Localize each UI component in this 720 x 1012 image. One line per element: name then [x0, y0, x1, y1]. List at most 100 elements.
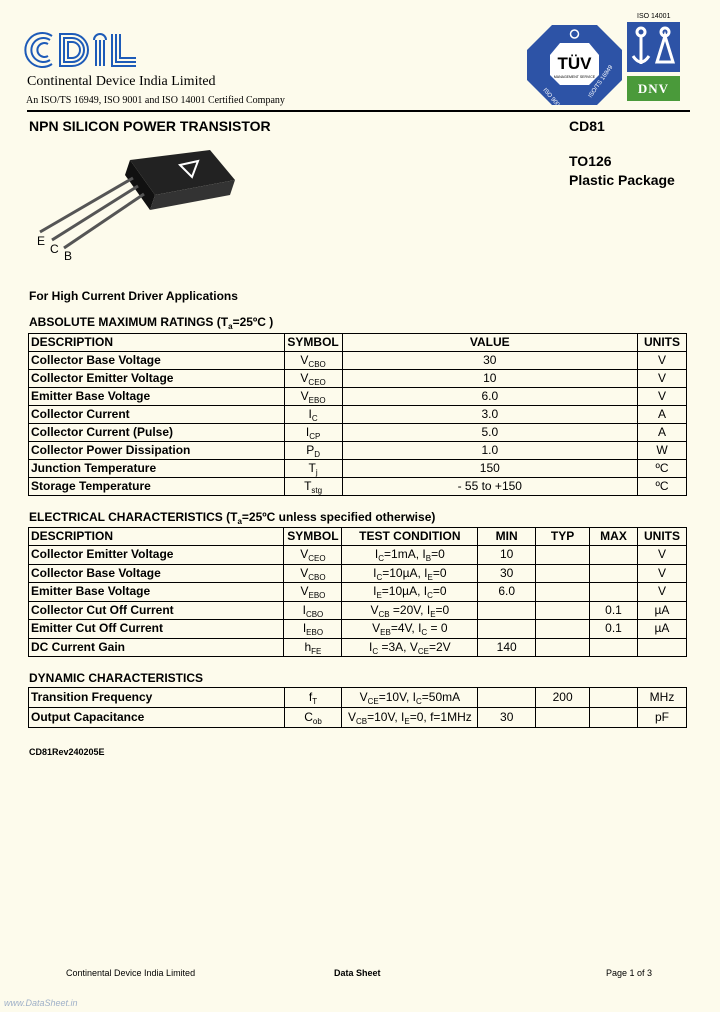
cell-description: Collector Current (Pulse) — [28, 423, 285, 442]
cell-min — [477, 619, 537, 639]
cell-description: Emitter Base Voltage — [28, 387, 285, 406]
abs-max-table: DESCRIPTION SYMBOL VALUE UNITS Collector Bas… — [28, 333, 688, 496]
cell-typ — [535, 582, 591, 602]
cell-description: Junction Temperature — [28, 459, 285, 478]
cell-test-condition: IE=10µA, IC=0 — [341, 582, 479, 602]
dynamic-title: DYNAMIC CHARACTERISTICS — [29, 671, 203, 685]
table-row: Collector Base Voltage VCBO IC=10µA, IE=0 3… — [27, 563, 688, 583]
package-info: TO126 Plastic Package — [569, 152, 675, 190]
cell-symbol: IC — [283, 405, 343, 424]
cell-description: Collector Base Voltage — [28, 351, 285, 370]
cell-symbol: ICP — [283, 423, 343, 442]
package-type: Plastic Package — [569, 172, 675, 188]
electrical-title: ELECTRICAL CHARACTERISTICS (Ta=25ºC unle… — [29, 510, 436, 526]
cell-units: A — [636, 405, 688, 424]
cell-symbol: VCEO — [283, 545, 343, 565]
table-row: DC Current Gain hFE IC =3A, VCE=2V 140 — [27, 637, 688, 657]
cell-min — [477, 600, 537, 620]
cell-min: 10 — [477, 545, 537, 565]
table-row: Collector Current (Pulse) ICP 5.0 A — [28, 423, 688, 442]
header-value: VALUE — [341, 333, 638, 352]
cell-symbol: ICBO — [283, 600, 343, 620]
cell-units: ºC — [636, 477, 688, 496]
cell-value: 5.0 — [341, 423, 638, 442]
header-description: DESCRIPTION — [28, 333, 285, 352]
company-name: Continental Device India Limited — [27, 74, 216, 89]
cell-units: ºC — [636, 459, 688, 478]
cell-description: Collector Emitter Voltage — [28, 369, 285, 388]
cell-typ — [535, 600, 591, 620]
cell-description: Collector Cut Off Current — [27, 600, 285, 620]
cell-symbol: VEBO — [283, 582, 343, 602]
header-max: MAX — [589, 527, 638, 546]
application-note: For High Current Driver Applications — [29, 289, 238, 303]
table-row: Emitter Base Voltage VEBO IE=10µA, IC=0 6.0… — [27, 582, 688, 602]
table-row: Collector Cut Off Current ICBO VCB =20V, I… — [27, 600, 688, 620]
header-units: UNITS — [636, 333, 688, 352]
cell-value: 30 — [341, 351, 638, 370]
cell-max: 0.1 — [589, 619, 638, 639]
cell-value: 6.0 — [341, 387, 638, 406]
cell-max — [589, 707, 638, 728]
header-test-condition: TEST CONDITION — [341, 527, 479, 546]
cell-description: DC Current Gain — [27, 637, 285, 657]
header-symbol: SYMBOL — [283, 527, 343, 546]
cell-test-condition: VCB=10V, IE=0, f=1MHz — [341, 707, 479, 728]
footer-doc-type: Data Sheet — [334, 968, 381, 978]
cell-min: 6.0 — [477, 582, 537, 602]
table-row: Collector Power Dissipation PD 1.0 W — [28, 441, 688, 460]
cell-value: 3.0 — [341, 405, 638, 424]
cell-test-condition: VEB=4V, IC = 0 — [341, 619, 479, 639]
header-typ: TYP — [535, 527, 591, 546]
cell-value: 1.0 — [341, 441, 638, 460]
cell-typ: 200 — [535, 687, 591, 708]
cell-symbol: Tstg — [283, 477, 343, 496]
table-row: Transition Frequency fT VCE=10V, IC=50mA 20… — [28, 687, 687, 708]
cell-max — [589, 582, 638, 602]
cell-max — [589, 563, 638, 583]
cell-value: 10 — [341, 369, 638, 388]
iso14001-label: ISO 14001 — [637, 13, 671, 20]
table-row: Emitter Base Voltage VEBO 6.0 V — [28, 387, 688, 406]
cell-description: Storage Temperature — [28, 477, 285, 496]
cell-symbol: VEBO — [283, 387, 343, 406]
cell-units: A — [636, 423, 688, 442]
cell-max — [589, 637, 638, 657]
cell-symbol: VCEO — [283, 369, 343, 388]
header-description: DESCRIPTION — [27, 527, 285, 546]
table-header-row: DESCRIPTION SYMBOL TEST CONDITION MIN TYP MAX… — [27, 527, 688, 546]
to126-package-illustration: E C B — [30, 150, 240, 270]
cell-description: Collector Current — [28, 405, 285, 424]
table-row: Collector Base Voltage VCBO 30 V — [28, 351, 688, 370]
cell-typ — [535, 545, 591, 565]
cell-min: 140 — [477, 637, 537, 657]
cell-test-condition: IC=10µA, IE=0 — [341, 563, 479, 583]
abs-max-title: ABSOLUTE MAXIMUM RATINGS (Ta=25ºC ) — [29, 315, 274, 331]
cell-description: Transition Frequency — [28, 687, 285, 708]
cell-test-condition: IC=1mA, IB=0 — [341, 545, 479, 565]
footer-page: Page 1 of 3 — [606, 968, 653, 978]
table-header-row: DESCRIPTION SYMBOL VALUE UNITS — [28, 333, 688, 352]
cell-symbol: fT — [283, 687, 343, 708]
cell-units: V — [636, 582, 688, 602]
cell-description: Collector Power Dissipation — [28, 441, 285, 460]
cell-typ — [535, 563, 591, 583]
cell-description: Emitter Base Voltage — [27, 582, 285, 602]
cell-symbol: Tj — [283, 459, 343, 478]
table-row: Collector Current IC 3.0 A — [28, 405, 688, 424]
footer-company: Continental Device India Limited — [66, 968, 196, 978]
dynamic-table: Transition Frequency fT VCE=10V, IC=50mA 20… — [28, 687, 687, 728]
header-units: UNITS — [636, 527, 688, 546]
cdil-logo — [24, 30, 139, 75]
cell-units: µA — [636, 600, 688, 620]
cell-min — [477, 687, 537, 708]
cell-value: 150 — [341, 459, 638, 478]
table-row: Output Capacitance Cob VCB=10V, IE=0, f=1M… — [28, 707, 687, 728]
table-row: Junction Temperature Tj 150 ºC — [28, 459, 688, 478]
cell-test-condition: VCE=10V, IC=50mA — [341, 687, 479, 708]
table-row: Collector Emitter Voltage VCEO 10 V — [28, 369, 688, 388]
tuv-logo: TÜV MANAGEMENT SERVICE ISO 9001 ISO/TS 1… — [527, 25, 622, 111]
cell-description: Emitter Cut Off Current — [27, 619, 285, 639]
cell-symbol: VCBO — [283, 563, 343, 583]
cell-units: pF — [637, 707, 687, 728]
